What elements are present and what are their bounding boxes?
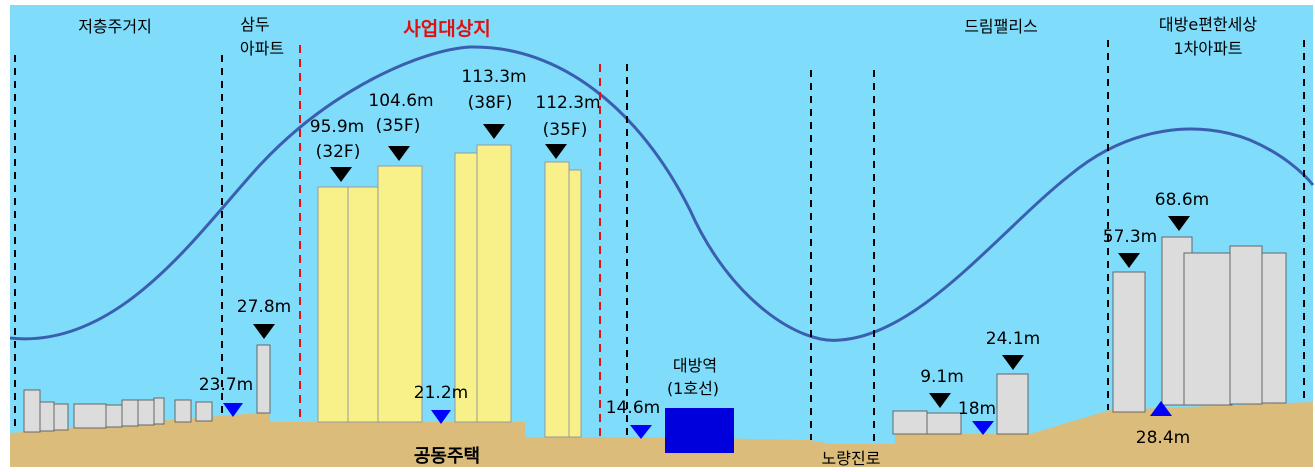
floor-label-b2: (35F) [376,116,421,136]
height-label-b2: 104.6m [368,91,433,111]
floor-label-b3: (38F) [468,93,513,113]
height-label-daebang-low: 57.3m [1103,227,1157,247]
height-marker-icon [483,124,505,139]
height-marker-icon [1118,253,1140,268]
daebang-station-box [665,408,734,453]
height-label-daebang-high: 68.6m [1155,190,1209,210]
floor-label-b1: (32F) [316,142,361,162]
ground-label-dream: 18m [958,399,996,419]
low-rise-building [121,399,139,427]
samdu-apartment-building [256,344,271,414]
project-building-b1 [317,186,349,423]
zone-label-project-site: 사업대상지 [403,18,490,40]
project-building-b2 [377,165,423,423]
height-markers [253,124,1190,408]
ground-marker-icon [431,410,451,424]
height-marker-icon [929,393,951,408]
low-rise-building [39,401,55,432]
height-label-dream-high: 24.1m [986,329,1040,349]
low-rise-building [153,397,165,425]
zone-label-samdu-2: 아파트 [240,39,284,58]
dream-palace-low-building [892,410,928,435]
ground-marker-icon [972,421,994,435]
low-rise-buildings [23,344,271,433]
ground-level-markers [223,401,1172,439]
low-rise-building [23,389,41,433]
low-rise-building [137,399,155,426]
zone-label-low-rise: 저층주거지 [78,17,152,36]
zone-label-daebang-1: 대방e편한세상 [1159,15,1257,34]
ground-terrain [10,402,1313,467]
project-building-b1b [347,186,379,423]
zone-boundaries [14,40,1305,444]
low-rise-building [195,401,213,422]
ground-marker-icon [223,403,243,417]
height-marker-icon [330,167,352,182]
daebang-building [1261,252,1287,404]
floor-label-b4: (35F) [543,120,588,140]
sky [10,5,1313,467]
height-label-b4: 112.3m [535,93,600,113]
ground-marker-icon [630,425,652,439]
height-label-samdu: 27.8m [237,297,291,317]
zone-label-samdu-1: 삼두 [240,15,269,34]
ground-marker-up-icon [1150,401,1172,416]
project-building-b4 [544,161,570,438]
daebang-building [1183,252,1233,406]
zone-label-apartment-housing: 공동주택 [414,446,480,467]
project-buildings [317,144,582,438]
project-building-b3 [476,144,512,423]
project-building-b4b [568,169,582,438]
zone-label-daebang-2: 1차아파트 [1173,39,1242,58]
daebang-building [1229,245,1263,405]
dream-palace-buildings [892,373,1029,435]
station-label-1: 대방역 [673,356,717,375]
project-building-b3a [454,152,478,423]
zone-label-dream-palace: 드림팰리스 [964,17,1038,36]
daebang-building [1112,271,1146,413]
height-marker-icon [1002,355,1024,370]
height-marker-icon [388,146,410,161]
height-label-dream-low: 9.1m [920,367,964,387]
ground-label-site: 21.2m [414,383,468,403]
project-site-boundary [299,45,601,437]
low-rise-building [73,403,107,429]
height-label-b3: 113.3m [461,67,526,87]
low-rise-building [53,403,69,431]
daebang-apartment-buildings [1112,236,1287,413]
height-marker-icon [545,144,567,159]
zone-label-noryangjin-road: 노량진로 [822,449,881,468]
low-rise-building [105,404,123,428]
ground-label-station: 14.6m [606,398,660,418]
low-rise-building [174,399,192,423]
ground-label-samdu: 23.7m [199,375,253,395]
station-label-2: (1호선) [667,379,719,398]
dream-palace-tower [996,373,1029,435]
dream-palace-low-building [926,412,962,435]
height-marker-icon [253,324,275,339]
height-label-b1: 95.9m [310,117,364,137]
height-marker-icon [1168,216,1190,231]
skyline-curve [9,45,1315,342]
ground-label-daebang: 28.4m [1136,428,1190,448]
